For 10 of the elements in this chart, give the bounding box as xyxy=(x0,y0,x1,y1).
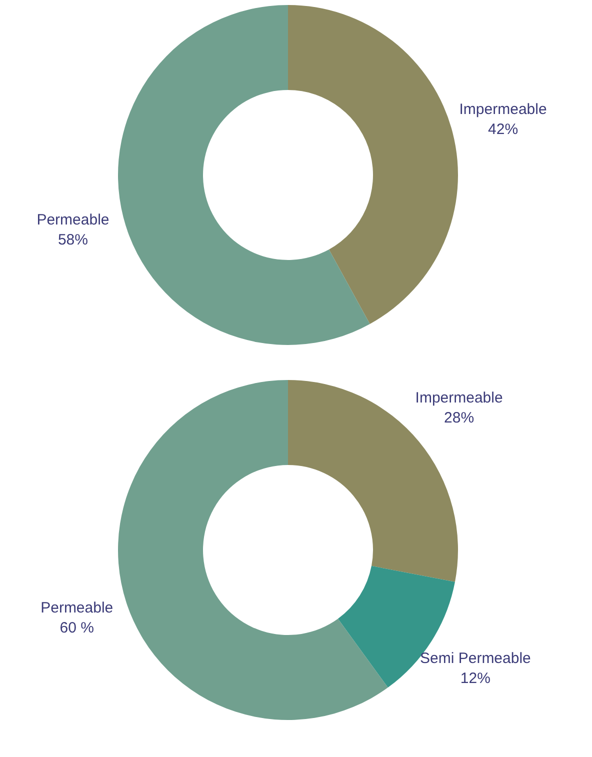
data-label: 60 % xyxy=(60,620,94,637)
slice-label: Impermeable xyxy=(459,100,547,118)
data-label: 58% xyxy=(58,231,88,248)
slice-label: Impermeable xyxy=(415,390,503,407)
data-label: 12% xyxy=(460,670,490,688)
slice-label: Permeable xyxy=(40,600,114,617)
slice-label: Permeable xyxy=(36,211,110,228)
slice-label: Semi Permeable xyxy=(420,650,531,668)
data-label: 28% xyxy=(444,410,474,427)
data-label: 42% xyxy=(488,120,518,138)
